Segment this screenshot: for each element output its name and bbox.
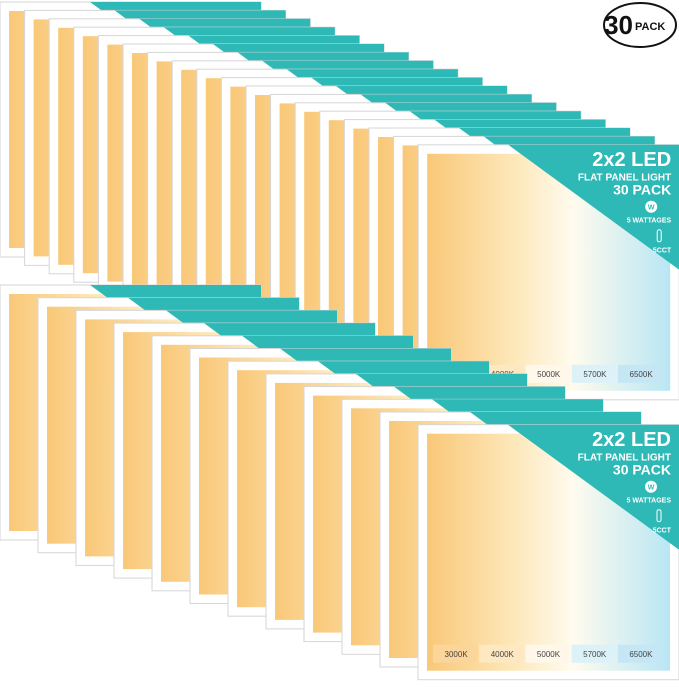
temp-cell [571, 644, 616, 663]
thermo-icon [656, 509, 662, 523]
temp-cell [571, 364, 616, 383]
thermo-icon [656, 229, 662, 243]
panel-pack: 30 PACK [613, 182, 671, 198]
temp-cell [525, 644, 570, 663]
watt-icon-ring [645, 200, 658, 213]
temp-label: 3000K [445, 650, 469, 659]
cct: 5CCT [653, 528, 672, 535]
panel-pack: 30 PACK [613, 461, 671, 477]
temp-cell [525, 364, 570, 383]
temp-label: 5700K [583, 650, 607, 659]
panel-title: 2x2 LED [592, 429, 671, 451]
temp-label: 5700K [583, 370, 607, 379]
teal-corner [508, 424, 679, 550]
temp-label: 5000K [537, 370, 561, 379]
panel-title: 2x2 LED [592, 149, 671, 171]
temp-cell [433, 644, 478, 663]
panel-subtitle: FLAT PANEL LIGHT [578, 172, 671, 183]
temp-label: 6500K [630, 370, 654, 379]
cct: 5CCT [653, 248, 672, 255]
panel-subtitle: FLAT PANEL LIGHT [578, 452, 671, 463]
badge-number: 30 [604, 10, 633, 40]
badge [603, 2, 677, 48]
watt-icon: W [648, 205, 655, 212]
temp-cell [618, 364, 663, 383]
watt-icon: W [648, 485, 655, 492]
teal-corner [508, 144, 679, 270]
temp-cell [617, 644, 662, 663]
temp-label: 6500K [629, 650, 653, 659]
temp-label: 5000K [537, 650, 561, 659]
temp-label: 4000K [491, 650, 515, 659]
wattages: 5 WATTAGES [627, 218, 672, 225]
temp-cell [479, 644, 524, 663]
badge-word: PACK [635, 21, 665, 33]
watt-icon-ring [645, 480, 657, 493]
wattages: 5 WATTAGES [627, 498, 672, 505]
